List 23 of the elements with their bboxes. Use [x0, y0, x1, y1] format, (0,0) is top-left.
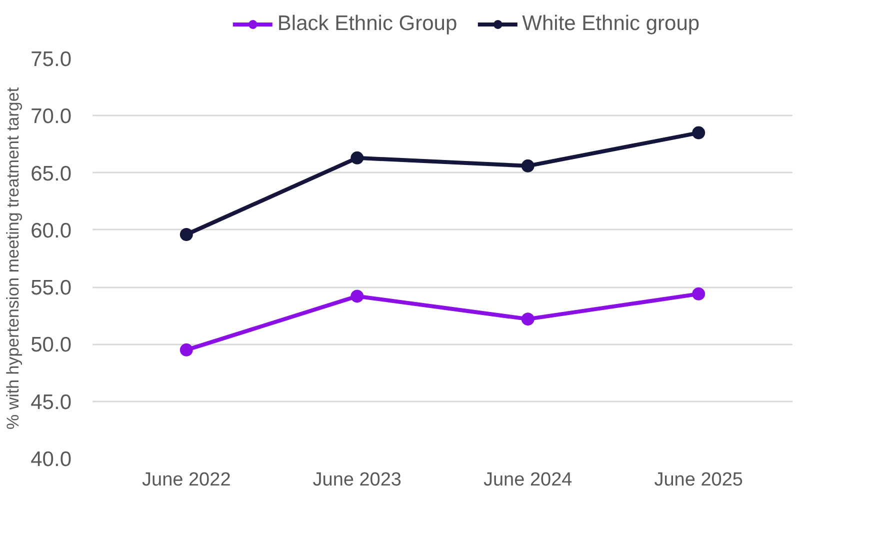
y-axis-title: % with hypertension meeting treatment target — [4, 87, 23, 430]
x-tick-label: June 2023 — [312, 470, 402, 490]
y-tick-label: 45.0 — [30, 390, 72, 414]
point — [350, 290, 364, 303]
x-tick-label: June 2025 — [654, 470, 743, 490]
x-tick-label: June 2022 — [142, 470, 231, 490]
point — [521, 159, 534, 172]
point — [180, 228, 193, 241]
y-tick-label: 40.0 — [30, 448, 72, 471]
y-tick-label: 60.0 — [30, 219, 72, 242]
legend-label: Black Ethnic Group — [277, 12, 458, 36]
point — [692, 287, 706, 300]
legend-label: White Ethnic group — [522, 12, 700, 36]
y-tick-label: 50.0 — [30, 334, 72, 357]
y-tick-label: 65.0 — [30, 162, 72, 186]
point — [350, 151, 364, 164]
y-tick-label: 75.0 — [30, 48, 72, 71]
y-tick-label: 70.0 — [30, 105, 72, 128]
x-tick-label: June 2024 — [483, 470, 573, 490]
y-tick-label: 55.0 — [30, 276, 72, 300]
point — [521, 312, 534, 326]
point — [692, 126, 706, 140]
point — [180, 343, 193, 356]
